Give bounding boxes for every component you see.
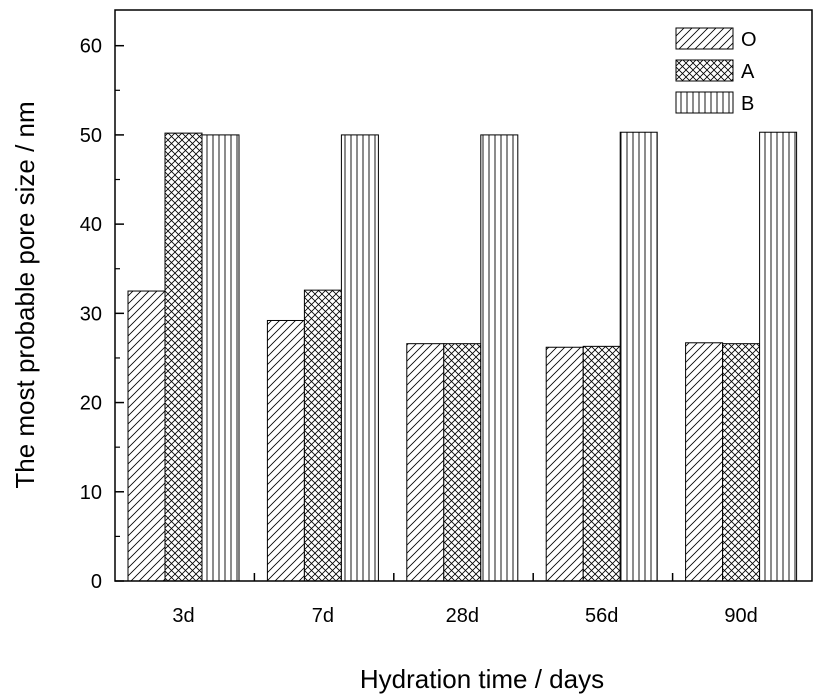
x-tick-label: 56d [585,605,618,627]
bar-90d-O [685,342,724,582]
y-tick-label: 30 [80,303,102,325]
y-tick-label: 60 [80,36,102,58]
bar-56d-O [545,346,584,582]
bar-90d-B [759,131,798,582]
y-tick-label: 10 [80,482,102,504]
x-tick-label: 28d [446,605,479,627]
y-axis-title: The most probable pore size / nm [10,101,40,488]
bar-7d-O [266,319,305,582]
bar-28d-B [480,134,519,582]
legend-swatch-O [675,27,734,50]
bar-28d-A [443,343,482,582]
bar-7d-A [303,289,342,582]
bar-7d-B [340,134,379,582]
bar-3d-B [201,134,240,582]
legend: OAB [675,27,757,115]
x-axis-title: Hydration time / days [360,664,604,694]
plot-frame [114,9,813,582]
bar-3d-A [164,132,203,582]
y-tick-label: 20 [80,393,102,415]
y-axis: 0 10 20 30 40 50 60 [80,36,124,593]
x-tick-label: 90d [724,605,757,627]
y-tick-label: 40 [80,214,102,236]
legend-label-O: O [741,29,757,51]
legend-label-B: B [741,93,754,115]
y-tick-label: 0 [91,571,102,593]
bar-3d-O [127,290,166,582]
x-tick-label: 3d [172,605,194,627]
bar-90d-A [722,343,761,582]
legend-label-A: A [741,61,755,83]
bar-56d-B [619,131,658,582]
legend-swatch-A [675,59,734,82]
y-tick-label: 50 [80,125,102,147]
legend-swatch-B [675,91,734,114]
bars-group [127,131,798,582]
bar-56d-A [582,345,621,582]
bar-28d-O [406,343,445,582]
x-tick-label: 7d [312,605,334,627]
x-axis: 3d 7d 28d 56d 90d [172,573,758,627]
